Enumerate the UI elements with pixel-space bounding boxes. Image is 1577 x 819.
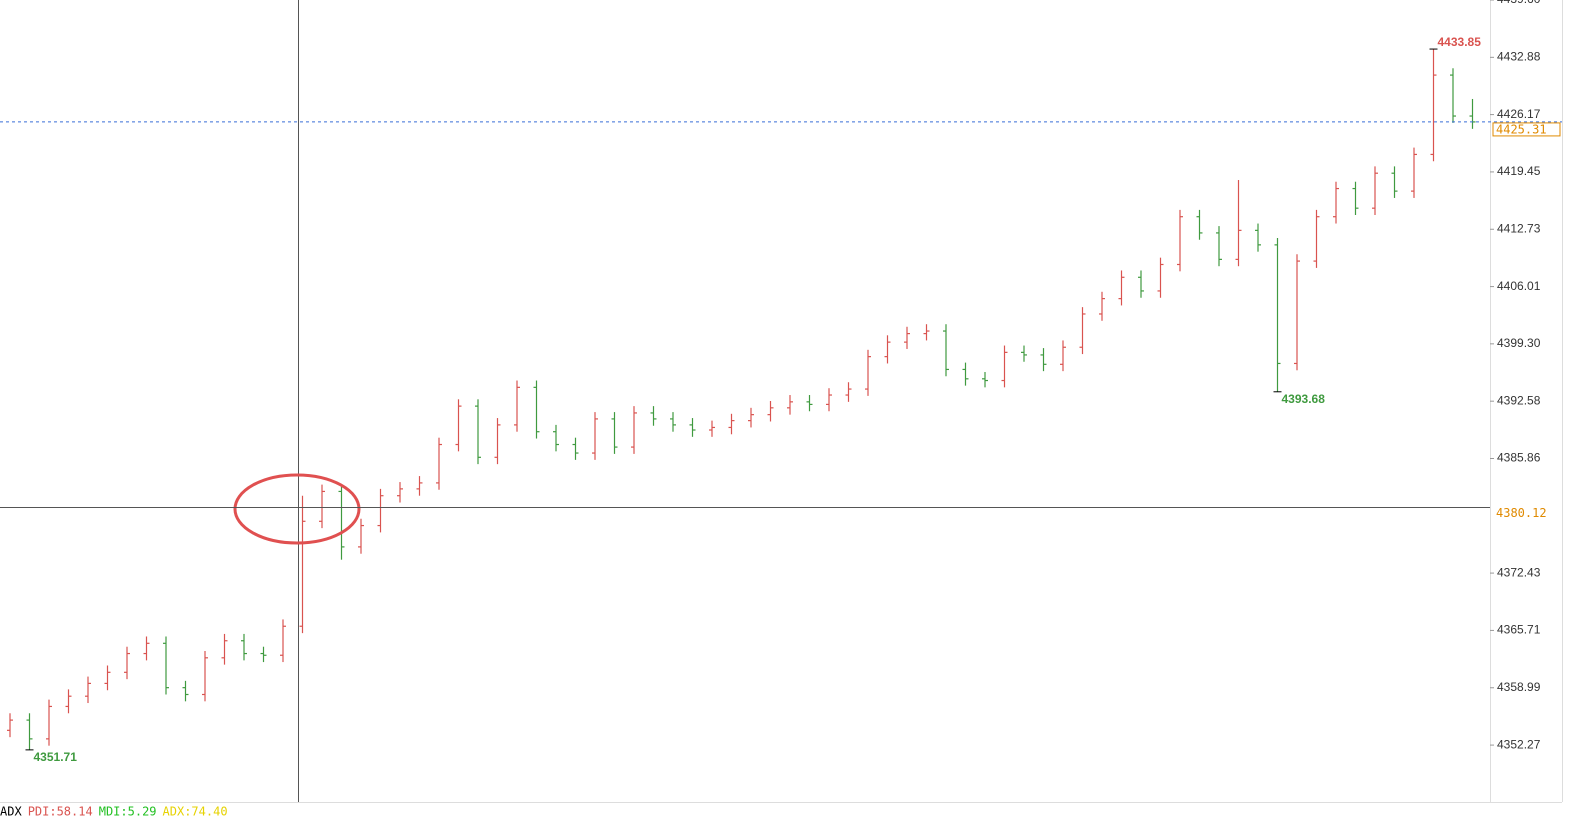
- y-tick-label: 4432.88: [1497, 50, 1541, 64]
- y-tick-label: 4399.30: [1497, 336, 1541, 350]
- low-label: 4351.71: [34, 750, 78, 764]
- low-label: 4393.68: [1282, 392, 1326, 406]
- y-tick-label: 4385.86: [1497, 451, 1541, 465]
- y-tick-label: 4419.45: [1497, 164, 1541, 178]
- price-label: 4425.31: [1496, 122, 1547, 136]
- indicator-text: PDI:58.14: [28, 805, 93, 819]
- indicator-text: ADX:74.40: [163, 805, 228, 819]
- y-tick-label: 4439.60: [1497, 0, 1541, 6]
- y-tick-label: 4352.27: [1497, 737, 1541, 751]
- y-tick-label: 4392.58: [1497, 393, 1541, 407]
- plot: [7, 49, 1476, 750]
- y-tick-label: 4426.17: [1497, 107, 1541, 121]
- y-tick-label: 4358.99: [1497, 680, 1541, 694]
- crosshair-label: 4380.12: [1496, 506, 1547, 520]
- y-tick-label: 4372.43: [1497, 565, 1541, 579]
- price-label-box: [1492, 122, 1561, 137]
- high-label: 4433.85: [1438, 35, 1482, 49]
- indicator-text: ADX: [0, 805, 22, 819]
- highlight-circle: [233, 473, 361, 545]
- y-tick-label: 4406.01: [1497, 279, 1541, 293]
- y-tick-label: 4365.71: [1497, 623, 1541, 637]
- y-tick-label: 4412.73: [1497, 221, 1541, 235]
- indicator-text: MDI:5.29: [99, 805, 157, 819]
